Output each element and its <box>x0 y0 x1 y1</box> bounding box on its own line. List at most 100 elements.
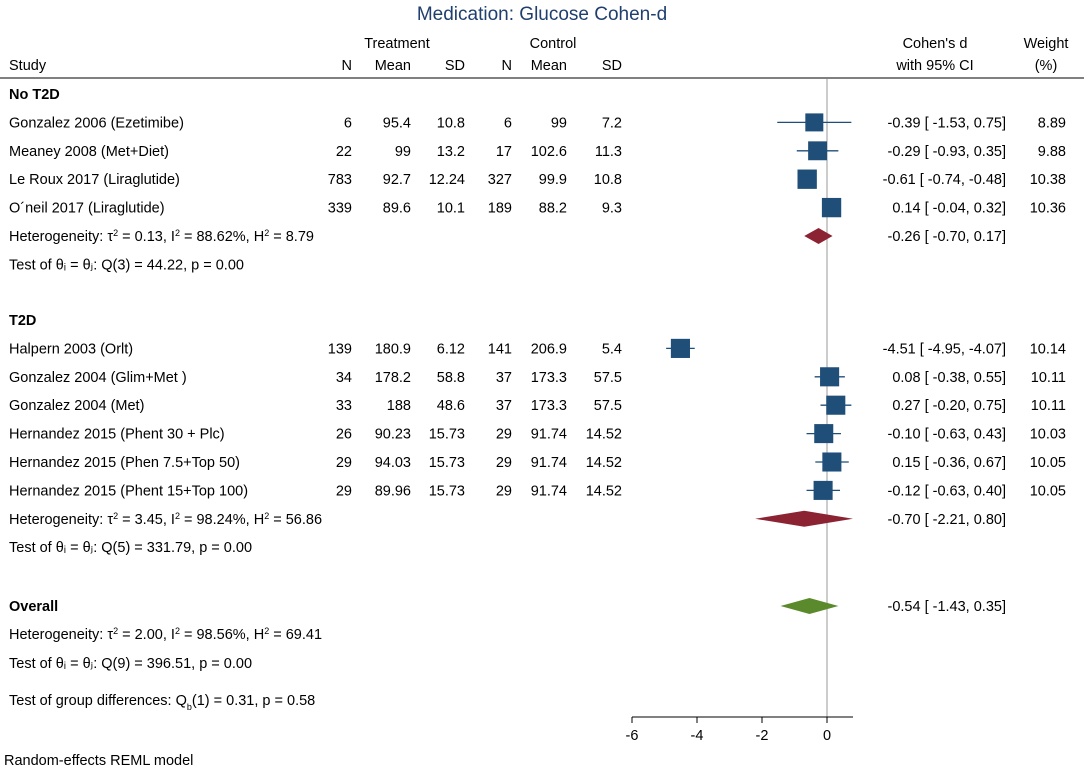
control-n: 37 <box>496 398 512 414</box>
effect-ci-text: -0.12 [ -0.63, 0.40] <box>888 483 1007 499</box>
control-sd: 57.5 <box>594 370 622 386</box>
treatment-n: 339 <box>328 201 352 217</box>
control-sd: 14.52 <box>586 455 622 471</box>
effect-marker <box>814 424 834 444</box>
treatment-n: 22 <box>336 144 352 160</box>
study-label: Gonzalez 2006 (Ezetimibe) <box>9 115 184 131</box>
overall-ci-text: -0.54 [ -1.43, 0.35] <box>888 599 1007 615</box>
control-sd: 14.52 <box>586 427 622 443</box>
x-tick-label: 0 <box>823 728 831 744</box>
treatment-mean: 92.7 <box>383 172 411 188</box>
effect-marker <box>820 367 840 387</box>
study-label: Hernandez 2015 (Phent 15+Top 100) <box>9 483 248 499</box>
study-label: Gonzalez 2004 (Glim+Met ) <box>9 370 187 386</box>
study-label: Le Roux 2017 (Liraglutide) <box>9 172 180 188</box>
weight-value: 9.88 <box>1038 144 1066 160</box>
header-effect: Cohen's d <box>903 36 968 52</box>
control-mean: 91.74 <box>531 455 567 471</box>
weight-value: 10.11 <box>1031 370 1066 386</box>
overall-diamond <box>780 598 839 614</box>
treatment-sd: 13.2 <box>437 144 465 160</box>
treatment-n: 6 <box>344 115 352 131</box>
treatment-mean: 95.4 <box>383 115 411 131</box>
treatment-mean: 178.2 <box>375 370 411 386</box>
group-heading: No T2D <box>9 87 60 103</box>
header-weight-pct: (%) <box>1035 58 1058 74</box>
weight-value: 8.89 <box>1038 115 1066 131</box>
x-tick-label: -4 <box>691 728 704 744</box>
effect-ci-text: -0.39 [ -1.53, 0.75] <box>888 115 1007 131</box>
treatment-sd: 10.8 <box>437 115 465 131</box>
treatment-sd: 15.73 <box>429 483 465 499</box>
treatment-mean: 188 <box>387 398 411 414</box>
control-mean: 88.2 <box>539 201 567 217</box>
control-n: 189 <box>488 201 512 217</box>
control-n: 17 <box>496 144 512 160</box>
treatment-mean: 99 <box>395 144 411 160</box>
effect-marker <box>805 113 824 132</box>
study-label: Hernandez 2015 (Phent 30 + Plc) <box>9 427 225 443</box>
weight-value: 10.11 <box>1031 398 1066 414</box>
effect-ci-text: 0.27 [ -0.20, 0.75] <box>892 398 1006 414</box>
effect-ci-text: 0.14 [ -0.04, 0.32] <box>892 201 1006 217</box>
model-note: Random-effects REML model <box>4 753 193 769</box>
control-mean: 173.3 <box>531 398 567 414</box>
effect-ci-text: -0.10 [ -0.63, 0.43] <box>888 427 1007 443</box>
study-label: Gonzalez 2004 (Met) <box>9 398 144 414</box>
study-label: O´neil 2017 (Liraglutide) <box>9 201 165 217</box>
effect-ci-text: 0.15 [ -0.36, 0.67] <box>892 455 1006 471</box>
effect-marker <box>813 480 833 500</box>
header-n-control: N <box>502 58 512 74</box>
control-mean: 206.9 <box>531 341 567 357</box>
group-heterogeneity: Heterogeneity: τ2 = 0.13, I2 = 88.62%, H… <box>9 228 314 245</box>
treatment-mean: 89.6 <box>383 201 411 217</box>
treatment-sd: 15.73 <box>429 455 465 471</box>
subgroup-diamond <box>804 228 833 244</box>
control-mean: 99 <box>551 115 567 131</box>
overall-heading: Overall <box>9 599 58 615</box>
treatment-n: 783 <box>328 172 352 188</box>
control-mean: 91.74 <box>531 483 567 499</box>
control-sd: 10.8 <box>594 172 622 188</box>
group-differences-test: Test of group differences: Qb(1) = 0.31,… <box>9 693 315 712</box>
header-treatment: Treatment <box>364 36 430 52</box>
header-mean-control: Mean <box>531 58 567 74</box>
control-n: 29 <box>496 455 512 471</box>
treatment-sd: 12.24 <box>429 172 465 188</box>
treatment-mean: 90.23 <box>375 427 411 443</box>
chart-title: Medication: Glucose Cohen-d <box>417 4 667 25</box>
effect-marker <box>797 169 817 189</box>
effect-marker <box>670 338 690 358</box>
control-n: 327 <box>488 172 512 188</box>
weight-value: 10.03 <box>1030 427 1066 443</box>
header-weight: Weight <box>1024 36 1069 52</box>
control-sd: 5.4 <box>602 341 622 357</box>
control-mean: 99.9 <box>539 172 567 188</box>
control-sd: 14.52 <box>586 483 622 499</box>
treatment-sd: 58.8 <box>437 370 465 386</box>
study-label: Meaney 2008 (Met+Diet) <box>9 144 169 160</box>
treatment-n: 29 <box>336 483 352 499</box>
control-n: 6 <box>504 115 512 131</box>
treatment-sd: 6.12 <box>437 341 465 357</box>
weight-value: 10.36 <box>1030 201 1066 217</box>
control-n: 29 <box>496 483 512 499</box>
group-heterogeneity: Heterogeneity: τ2 = 3.45, I2 = 98.24%, H… <box>9 511 322 528</box>
weight-value: 10.38 <box>1030 172 1066 188</box>
control-mean: 102.6 <box>531 144 567 160</box>
subgroup-diamond <box>755 510 853 527</box>
control-n: 37 <box>496 370 512 386</box>
treatment-mean: 180.9 <box>375 341 411 357</box>
header-effect-ci: with 95% CI <box>895 58 973 74</box>
treatment-mean: 94.03 <box>375 455 411 471</box>
study-label: Halpern 2003 (Orlt) <box>9 341 133 357</box>
x-tick-label: -2 <box>756 728 769 744</box>
control-mean: 173.3 <box>531 370 567 386</box>
treatment-mean: 89.96 <box>375 483 411 499</box>
overall-heterogeneity: Heterogeneity: τ2 = 2.00, I2 = 98.56%, H… <box>9 626 322 643</box>
header-sd-control: SD <box>602 58 622 74</box>
control-n: 141 <box>488 341 512 357</box>
treatment-sd: 48.6 <box>437 398 465 414</box>
effect-ci-text: -0.29 [ -0.93, 0.35] <box>888 144 1007 160</box>
control-mean: 91.74 <box>531 427 567 443</box>
